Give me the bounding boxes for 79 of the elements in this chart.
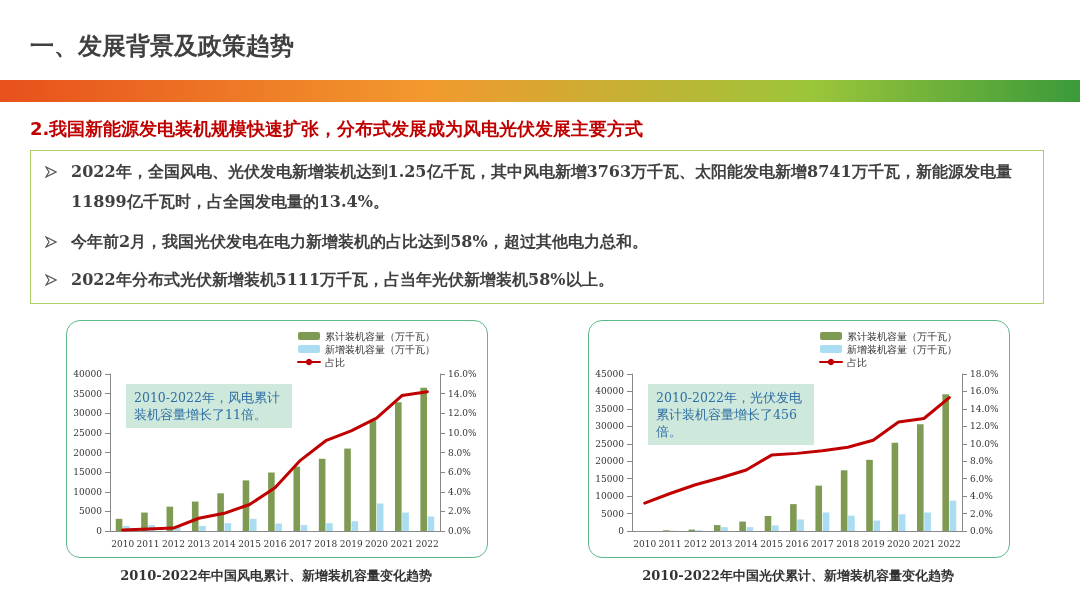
- y-tick-label: 20000: [595, 456, 625, 467]
- y-tick-label: 0: [96, 526, 103, 536]
- y2-tick-label: 2.0%: [448, 506, 472, 517]
- x-tick-label: 2013: [709, 538, 733, 549]
- y2-tick-label: 14.0%: [970, 403, 1000, 414]
- y-tick-label: 5000: [79, 506, 103, 517]
- y2-tick-label: 6.0%: [448, 467, 472, 478]
- y-tick-label: 25000: [73, 427, 103, 438]
- x-tick-label: 2010: [111, 538, 135, 549]
- x-tick-label: 2010: [633, 538, 657, 549]
- y-tick-label: 20000: [73, 447, 103, 458]
- x-tick-label: 2013: [187, 538, 211, 549]
- x-tick-label: 2022: [937, 538, 961, 549]
- y2-tick-label: 14.0%: [448, 388, 478, 399]
- y2-tick-label: 4.0%: [970, 491, 994, 502]
- y2-tick-label: 16.0%: [448, 369, 478, 379]
- legend-label: 累计装机容量（万千瓦）: [847, 330, 957, 342]
- y2-tick-label: 10.0%: [970, 438, 1000, 449]
- y2-tick-label: 10.0%: [448, 427, 478, 438]
- y2-tick-label: 8.0%: [970, 456, 994, 467]
- legend-label: 新增装机容量（万千瓦）: [325, 343, 435, 355]
- y-tick-label: 5000: [601, 508, 625, 519]
- y-tick-label: 45000: [595, 369, 625, 379]
- y-tick-label: 15000: [595, 473, 625, 484]
- y2-tick-label: 0.0%: [970, 526, 994, 536]
- y-tick-label: 35000: [73, 388, 103, 399]
- x-tick-label: 2014: [212, 538, 236, 549]
- x-tick-label: 2020: [365, 538, 389, 549]
- x-tick-label: 2017: [810, 538, 835, 549]
- x-tick-label: 2015: [238, 538, 262, 549]
- text: 2022年分布式光伏新增装机5111万千瓦，占当年光伏新增装机58%以上。: [71, 269, 615, 291]
- y-tick-label: 35000: [595, 403, 625, 414]
- legend-label: 累计装机容量（万千瓦）: [325, 330, 435, 342]
- y2-tick-label: 12.0%: [970, 421, 1000, 432]
- y-tick-label: 10000: [73, 486, 103, 497]
- y-tick-label: 10000: [595, 491, 625, 502]
- y-tick-label: 30000: [73, 408, 103, 419]
- x-tick-label: 2022: [415, 538, 439, 549]
- x-tick-label: 2020: [887, 538, 911, 549]
- x-tick-label: 2019: [339, 538, 363, 549]
- x-tick-label: 2012: [162, 538, 185, 549]
- text: 2010-2022年中国光伏累计、新增装机容量变化趋势: [642, 568, 954, 583]
- x-tick-label: 2011: [136, 538, 160, 549]
- text: 2.我国新能源发电装机规模快速扩张，分布式发展成为风电光伏发展主要方式: [30, 117, 644, 141]
- legend-label: 新增装机容量（万千瓦）: [847, 343, 957, 355]
- y-tick-label: 15000: [73, 467, 103, 478]
- y2-tick-label: 12.0%: [448, 408, 478, 419]
- legend-label: 占比: [325, 356, 345, 368]
- x-tick-label: 2016: [263, 538, 287, 549]
- y2-tick-label: 4.0%: [448, 486, 472, 497]
- text: 一、发展背景及政策趋势: [30, 31, 294, 62]
- x-tick-label: 2011: [658, 538, 682, 549]
- x-tick-label: 2017: [288, 538, 313, 549]
- y2-tick-label: 8.0%: [448, 447, 472, 458]
- y-tick-label: 0: [618, 526, 625, 536]
- x-tick-label: 2014: [734, 538, 758, 549]
- x-tick-label: 2015: [760, 538, 784, 549]
- annotation: 2010-2022年，光伏发电累计装机容量增长了456倍。: [656, 390, 802, 439]
- x-tick-label: 2012: [684, 538, 707, 549]
- y2-tick-label: 16.0%: [970, 386, 1000, 397]
- x-tick-label: 2019: [861, 538, 885, 549]
- text: 2010-2022年中国风电累计、新增装机容量变化趋势: [120, 568, 432, 583]
- text: 2022年，全国风电、光伏发电新增装机达到1.25亿千瓦，其中风电新增3763万千瓦、太阳能发电新增8741万千瓦，新能源发电量11899亿千瓦时，占全国发电量的13.4%。: [71, 161, 1013, 213]
- y-tick-label: 30000: [595, 421, 625, 432]
- y-tick-label: 25000: [595, 438, 625, 449]
- legend-label: 占比: [847, 356, 867, 368]
- x-tick-label: 2021: [390, 538, 414, 549]
- y-tick-label: 40000: [595, 386, 625, 397]
- y2-tick-label: 0.0%: [448, 526, 472, 536]
- y2-tick-label: 2.0%: [970, 508, 994, 519]
- y2-tick-label: 18.0%: [970, 369, 1000, 379]
- y-tick-label: 40000: [73, 369, 103, 379]
- x-tick-label: 2016: [785, 538, 809, 549]
- x-tick-label: 2018: [314, 538, 338, 549]
- x-tick-label: 2018: [836, 538, 860, 549]
- x-tick-label: 2021: [912, 538, 936, 549]
- annotation: 2010-2022年，风电累计装机容量增长了11倍。: [134, 390, 280, 422]
- y2-tick-label: 6.0%: [970, 473, 994, 484]
- text: 今年前2月，我国光伏发电在电力新增装机的占比达到58%，超过其他电力总和。: [71, 231, 649, 253]
